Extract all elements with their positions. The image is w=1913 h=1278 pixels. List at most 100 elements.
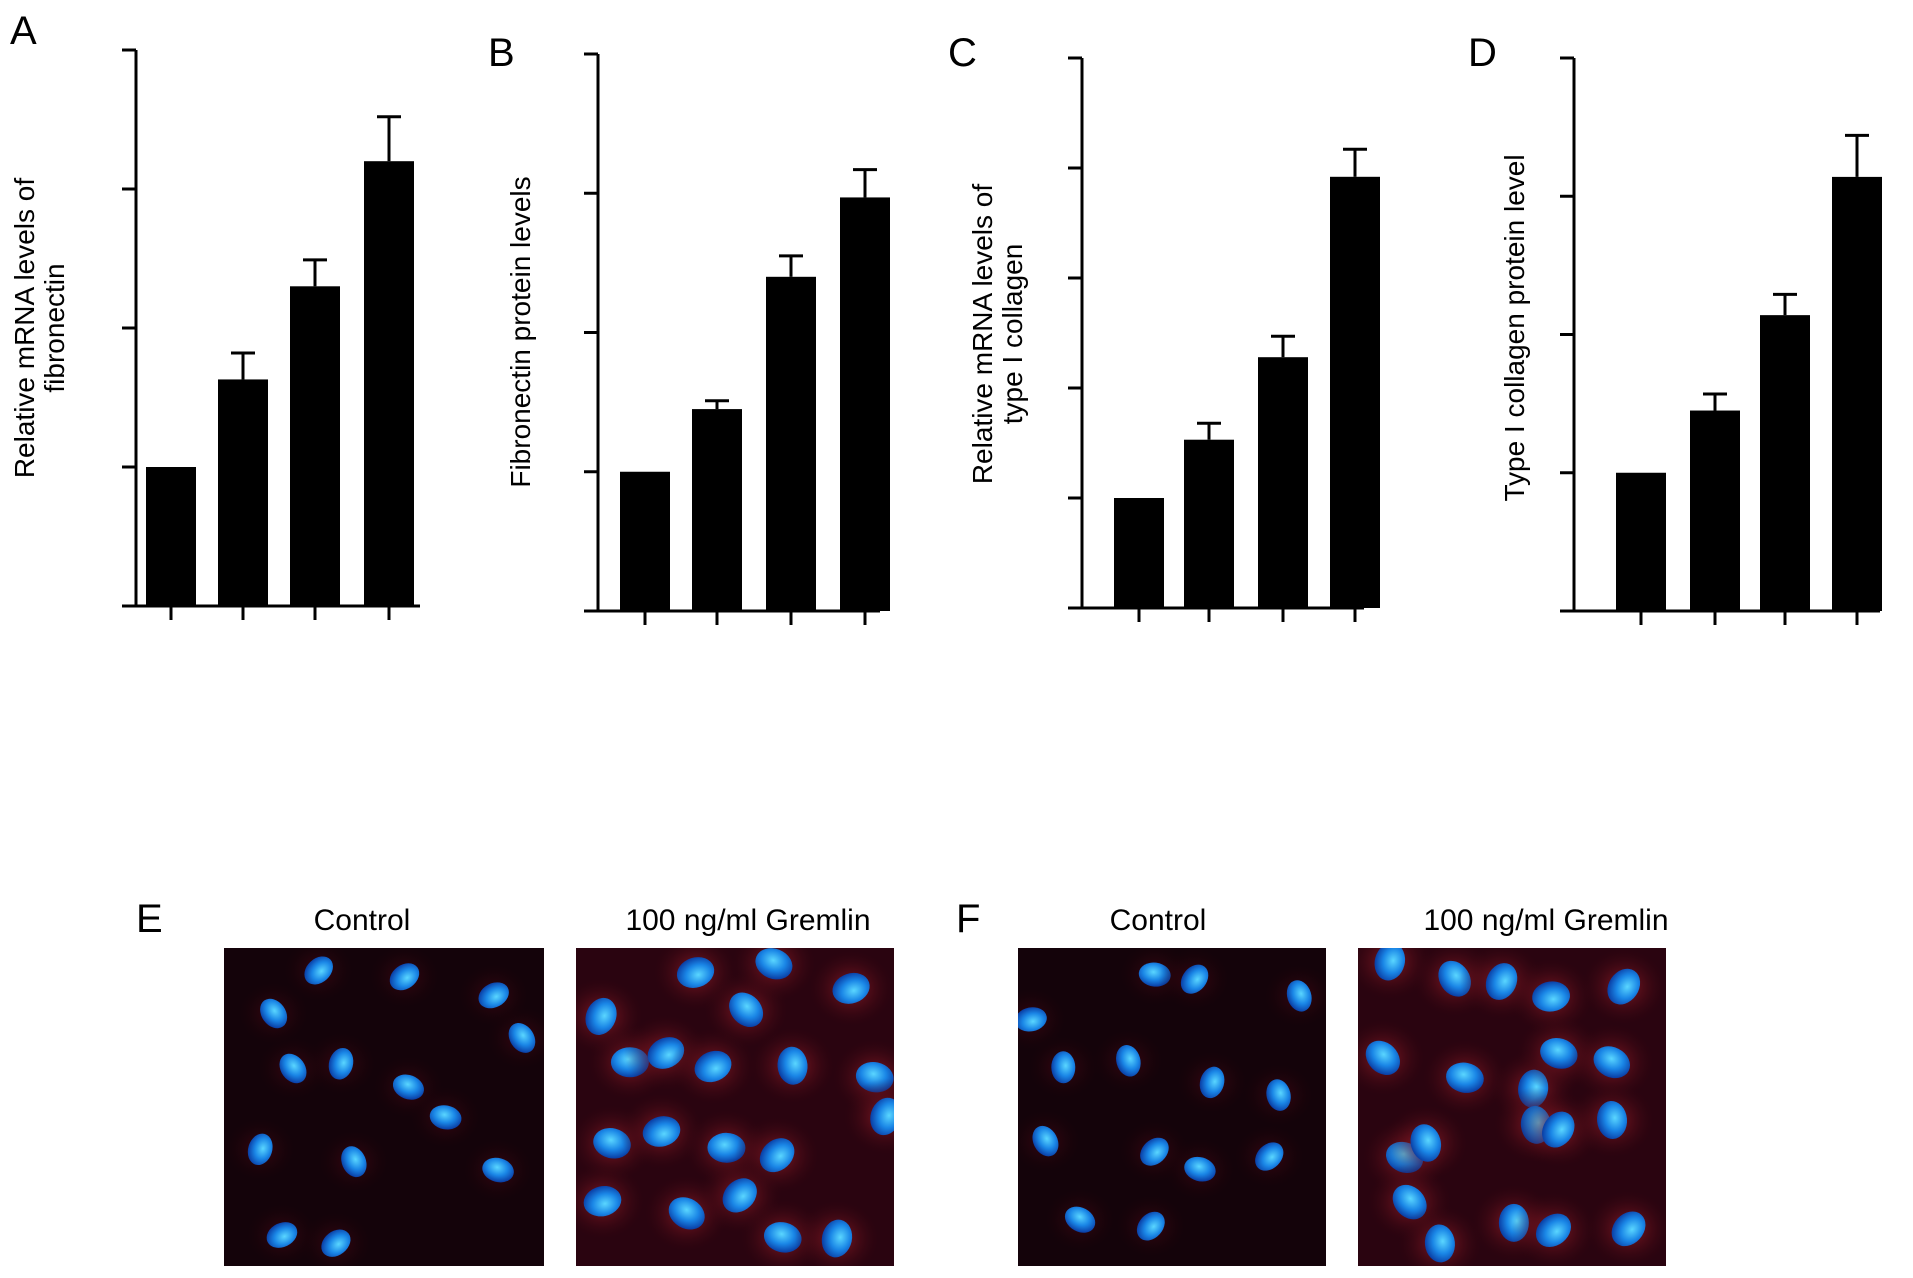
cell-nucleus — [777, 1046, 808, 1085]
cell-nucleus — [1266, 1079, 1291, 1111]
cell-nucleus — [1424, 1224, 1455, 1263]
cell-nucleus — [676, 957, 715, 988]
cell-nucleus — [1535, 1213, 1572, 1248]
cell-nucleus — [763, 1222, 802, 1253]
bar — [364, 161, 414, 606]
y-axis-label: Relative mRNA levels offibronectin — [9, 178, 70, 479]
y-axis-label-line: Type I collagen protein level — [1499, 154, 1530, 501]
micrograph-cells — [1358, 948, 1666, 1266]
cell-nucleus — [755, 948, 793, 980]
cell-nucleus — [1607, 968, 1641, 1005]
micrograph-e-control-title: Control — [314, 904, 411, 937]
cell-nucleus — [1365, 1040, 1400, 1075]
cell-nucleus — [1611, 1211, 1646, 1247]
bar — [1258, 357, 1308, 608]
cell-nucleus — [1051, 1051, 1076, 1084]
cell-nucleus — [1410, 1124, 1442, 1162]
cell-nucleus — [1064, 1206, 1096, 1233]
cell-nucleus — [1392, 1184, 1427, 1220]
bar — [766, 276, 816, 611]
cell-nucleus — [429, 1105, 462, 1130]
y-axis-label-line: Relative mRNA levels of — [967, 184, 998, 485]
y-axis-label-line: Fibronectin protein levels — [505, 176, 536, 487]
panel-label-c: C — [948, 31, 977, 75]
bar — [1114, 498, 1164, 608]
cell-nucleus — [392, 1074, 424, 1100]
cell-nucleus — [1184, 1156, 1216, 1182]
y-axis-label: Fibronectin protein levels — [505, 176, 536, 487]
micrograph-f-gremlin — [1358, 948, 1666, 1266]
panel-label-e: E — [136, 897, 163, 941]
panel-label-a: A — [10, 9, 37, 53]
cell-nucleus — [1136, 1211, 1165, 1241]
panel-label-b: B — [488, 31, 515, 75]
bar-chart-d: Type I collagen protein level — [1499, 56, 1882, 625]
cell-nucleus — [583, 1185, 622, 1217]
cell-nucleus — [328, 1047, 354, 1080]
bar-chart-a: Relative mRNA levels offibronectin — [9, 48, 420, 620]
micrograph-f-control — [1018, 948, 1326, 1266]
cell-nucleus — [1116, 1045, 1141, 1077]
cell-nucleus — [1140, 1137, 1169, 1166]
cell-nucleus — [321, 1229, 351, 1257]
cell-nucleus — [722, 1178, 757, 1213]
bar-chart-b: Fibronectin protein levels — [505, 52, 890, 625]
bar — [1184, 439, 1234, 608]
cell-nucleus — [668, 1197, 705, 1230]
bar — [1616, 472, 1666, 611]
panel-label-d: D — [1468, 31, 1497, 75]
micrograph-f-control-title: Control — [1110, 904, 1207, 937]
cell-nucleus — [1018, 1007, 1047, 1032]
micrograph-cells — [1018, 948, 1326, 1259]
cell-nucleus — [266, 1222, 298, 1248]
cell-nucleus — [1542, 1111, 1575, 1148]
micrograph-cells — [576, 948, 894, 1266]
bar — [146, 467, 196, 606]
cell-nucleus — [1032, 1125, 1059, 1157]
bar — [692, 409, 742, 611]
cell-nucleus — [832, 972, 870, 1004]
cell-nucleus — [260, 998, 288, 1029]
micrograph-e-control — [224, 948, 544, 1266]
y-axis-label-line: Relative mRNA levels of — [9, 178, 40, 479]
cell-nucleus — [585, 997, 617, 1035]
panel-label-f: F — [956, 897, 980, 941]
y-axis-label-line: fibronectin — [39, 263, 70, 392]
micrograph-e-gremlin-title: 100 ng/ml Gremlin — [625, 904, 870, 937]
cell-nucleus — [729, 992, 764, 1028]
cell-nucleus — [1485, 963, 1518, 1000]
cell-nucleus — [482, 1157, 514, 1183]
cell-nucleus — [1199, 1066, 1225, 1099]
cell-nucleus — [1540, 1038, 1578, 1069]
bar — [1832, 176, 1882, 611]
cell-nucleus — [1446, 1062, 1484, 1093]
y-axis-label: Type I collagen protein level — [1499, 154, 1530, 501]
cell-nucleus — [759, 1138, 795, 1173]
micrograph-cells — [224, 948, 544, 1266]
cell-nucleus — [1255, 1142, 1284, 1171]
y-axis-label: Relative mRNA levels oftype I collagen — [967, 184, 1028, 485]
bar — [840, 197, 890, 612]
bar — [1690, 410, 1740, 611]
cell-nucleus — [508, 1023, 536, 1053]
cell-nucleus — [247, 1133, 273, 1166]
bar — [1330, 176, 1380, 609]
cell-nucleus — [821, 1219, 853, 1258]
y-axis-label-line: type I collagen — [997, 244, 1028, 425]
cell-nucleus — [478, 982, 509, 1009]
cell-nucleus — [1596, 1100, 1628, 1139]
cell-nucleus — [870, 1097, 894, 1136]
micrograph-e-gremlin — [576, 948, 894, 1266]
cell-nucleus — [1286, 980, 1312, 1012]
cell-nucleus — [341, 1146, 367, 1178]
bar — [218, 379, 268, 606]
cell-nucleus — [304, 956, 333, 985]
cell-nucleus — [1532, 981, 1571, 1012]
bar — [620, 471, 670, 611]
cell-nucleus — [279, 1053, 307, 1084]
micrograph-f-gremlin-title: 100 ng/ml Gremlin — [1423, 904, 1668, 937]
cell-nucleus — [1593, 1046, 1631, 1079]
cell-nucleus — [1180, 964, 1209, 994]
cell-nucleus — [1374, 948, 1406, 981]
